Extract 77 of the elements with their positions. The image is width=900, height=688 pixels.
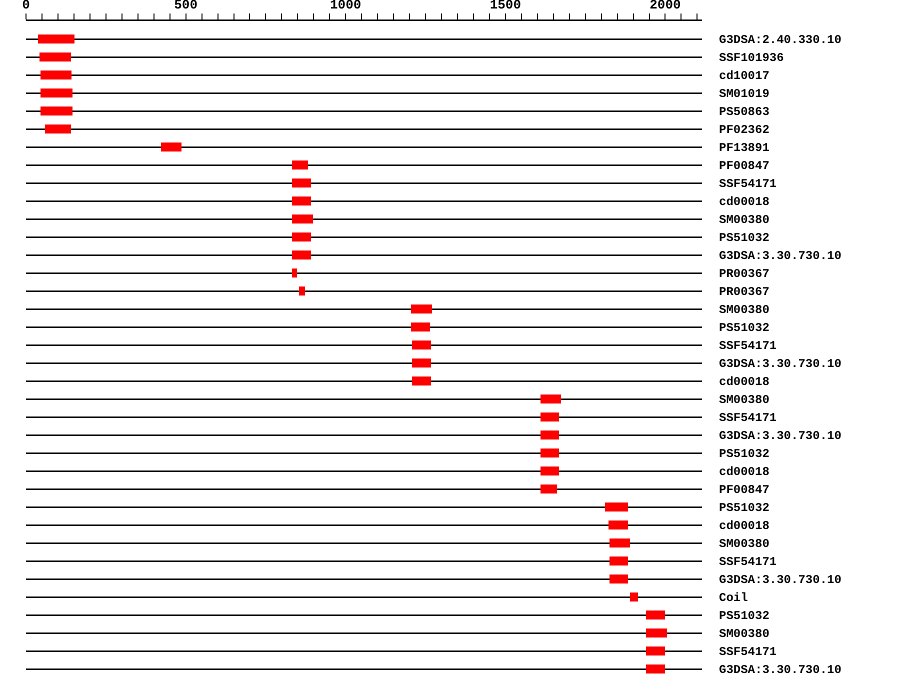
bar bbox=[292, 178, 312, 188]
y-tick-label: PS51032 bbox=[719, 609, 770, 624]
bar bbox=[608, 520, 628, 530]
bar bbox=[292, 232, 312, 242]
y-tick-label: SSF54171 bbox=[719, 411, 777, 426]
bar bbox=[40, 70, 72, 80]
bar bbox=[292, 268, 298, 278]
y-tick-label: G3DSA:3.30.730.10 bbox=[719, 249, 842, 264]
y-tick-label: cd00018 bbox=[719, 375, 770, 390]
bar bbox=[646, 646, 666, 656]
y-tick-label: SM00380 bbox=[719, 393, 770, 408]
bar bbox=[412, 376, 431, 386]
y-tick-label: cd00018 bbox=[719, 465, 770, 480]
y-tick-label: G3DSA:3.30.730.10 bbox=[719, 429, 842, 444]
y-tick-label: PR00367 bbox=[719, 267, 770, 282]
y-tick-label: cd10017 bbox=[719, 69, 770, 84]
y-tick-label: PS51032 bbox=[719, 501, 770, 516]
bar bbox=[540, 448, 560, 458]
bar bbox=[44, 124, 71, 134]
bar bbox=[540, 466, 560, 476]
bar bbox=[540, 394, 562, 404]
y-tick-label: SSF101936 bbox=[719, 51, 784, 66]
bar bbox=[411, 304, 432, 314]
bar bbox=[412, 358, 431, 368]
bar bbox=[292, 196, 312, 206]
y-tick-label: cd00018 bbox=[719, 195, 770, 210]
y-tick-label: PF13891 bbox=[719, 141, 770, 156]
bar bbox=[292, 160, 308, 170]
bar bbox=[609, 556, 628, 566]
y-tick-label: G3DSA:2.40.330.10 bbox=[719, 33, 842, 48]
y-tick-label: G3DSA:3.30.730.10 bbox=[719, 573, 842, 588]
y-tick-label: PF00847 bbox=[719, 159, 770, 174]
y-tick-label: PF00847 bbox=[719, 483, 770, 498]
bar bbox=[646, 628, 668, 638]
bar bbox=[38, 34, 75, 44]
bar bbox=[292, 250, 312, 260]
x-tick-label: 0 bbox=[22, 0, 30, 12]
y-tick-label: SM00380 bbox=[719, 213, 770, 228]
bar bbox=[540, 412, 560, 422]
y-tick-label: SM00380 bbox=[719, 537, 770, 552]
y-tick-label: SSF54171 bbox=[719, 339, 777, 354]
y-tick-label: SSF54171 bbox=[719, 645, 777, 660]
y-tick-label: cd00018 bbox=[719, 519, 770, 534]
y-tick-label: Coil bbox=[719, 591, 748, 606]
bar bbox=[411, 322, 430, 332]
y-tick-label: PS51032 bbox=[719, 321, 770, 336]
bar bbox=[609, 538, 630, 548]
bar bbox=[292, 214, 314, 224]
y-tick-label: SM00380 bbox=[719, 303, 770, 318]
bar bbox=[609, 574, 628, 584]
y-tick-label: SM00380 bbox=[719, 627, 770, 642]
y-tick-label: SM01019 bbox=[719, 87, 770, 102]
bar bbox=[160, 142, 182, 152]
bar bbox=[646, 610, 666, 620]
bar bbox=[40, 52, 71, 62]
y-tick-label: PS50863 bbox=[719, 105, 770, 120]
bar bbox=[646, 664, 666, 674]
bar bbox=[40, 88, 73, 98]
bar bbox=[540, 430, 560, 440]
x-tick-label: 500 bbox=[174, 0, 198, 12]
y-tick-label: PF02362 bbox=[719, 123, 770, 138]
bar bbox=[630, 592, 638, 602]
bar bbox=[40, 106, 73, 116]
y-tick-label: G3DSA:3.30.730.10 bbox=[719, 357, 842, 372]
y-tick-label: SSF54171 bbox=[719, 177, 777, 192]
bar bbox=[412, 340, 431, 350]
x-tick-label: 1000 bbox=[330, 0, 362, 12]
x-tick-label: 2000 bbox=[650, 0, 682, 12]
y-tick-label: PR00367 bbox=[719, 285, 770, 300]
bar bbox=[298, 286, 306, 296]
bar bbox=[605, 502, 628, 512]
bar bbox=[540, 484, 558, 494]
y-tick-label: PS51032 bbox=[719, 231, 770, 246]
y-tick-label: SSF54171 bbox=[719, 555, 777, 570]
x-tick-label: 1500 bbox=[490, 0, 522, 12]
y-tick-label: PS51032 bbox=[719, 447, 770, 462]
y-tick-label: G3DSA:3.30.730.10 bbox=[719, 663, 842, 678]
